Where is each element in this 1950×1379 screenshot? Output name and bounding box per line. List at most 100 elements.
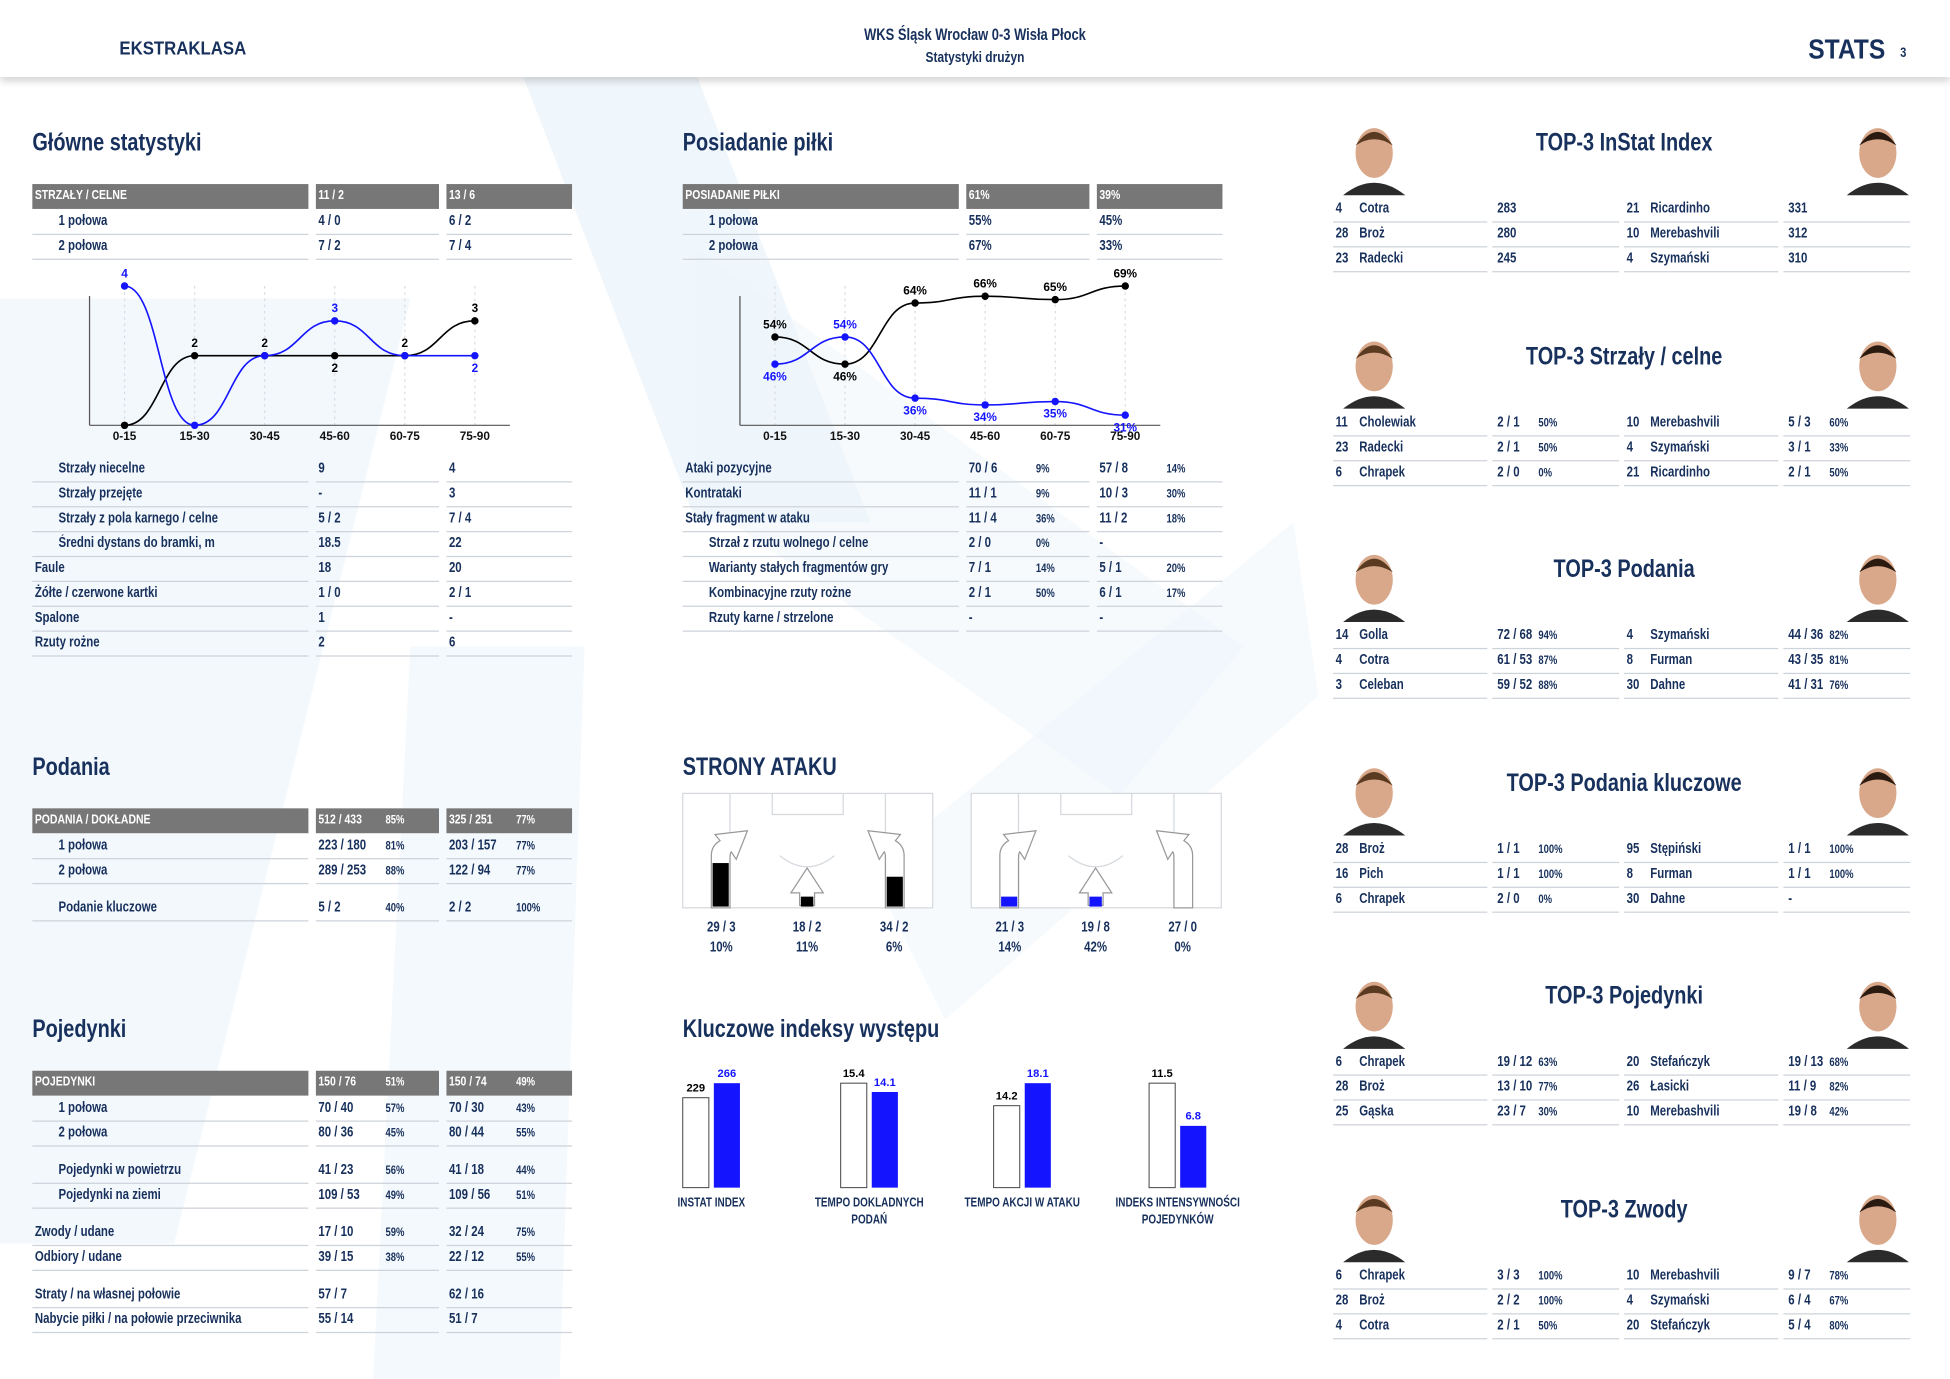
row-cell bbox=[315, 557, 439, 583]
row-cell bbox=[1624, 1314, 1779, 1340]
player-number: 28 bbox=[1335, 841, 1349, 857]
row-cell bbox=[1624, 198, 1779, 223]
cell-text: 11 / 4 bbox=[968, 511, 997, 527]
row-cell bbox=[1333, 649, 1488, 675]
header-cell bbox=[966, 184, 1090, 209]
section-title: Kluczowe indeksy występu bbox=[682, 1016, 940, 1044]
value-label: 66% bbox=[973, 277, 997, 291]
player-shoulders bbox=[1846, 609, 1909, 623]
cell-pct: 59% bbox=[385, 1226, 405, 1240]
row-cell bbox=[446, 507, 573, 533]
player-pct: 0% bbox=[1538, 465, 1552, 480]
index-value: 18.1 bbox=[1027, 1068, 1049, 1080]
value-label: 3 bbox=[331, 301, 338, 315]
player-name: Stępiński bbox=[1650, 841, 1702, 857]
player-number: 21 bbox=[1626, 464, 1640, 480]
row-cell bbox=[315, 1283, 439, 1309]
row-cell bbox=[446, 582, 573, 607]
value-label: 64% bbox=[903, 283, 927, 297]
header-text: 150 / 76 bbox=[318, 1074, 357, 1090]
player-name: Pich bbox=[1359, 866, 1384, 882]
series-point bbox=[1121, 411, 1129, 419]
cell-text: 11 / 1 bbox=[968, 486, 997, 502]
row-cell bbox=[446, 458, 573, 483]
attack-pct: 0% bbox=[1174, 940, 1191, 956]
index-bar bbox=[993, 1105, 1021, 1189]
cell-text: 1 połowa bbox=[58, 1100, 108, 1116]
row-cell bbox=[1783, 1290, 1911, 1315]
brand-name: STATS bbox=[1808, 33, 1886, 65]
cell-pct: 55% bbox=[516, 1251, 536, 1265]
series-line bbox=[124, 320, 475, 427]
player-name: Broż bbox=[1359, 1293, 1385, 1309]
player-number: 95 bbox=[1626, 841, 1640, 857]
cell-pct: 88% bbox=[385, 864, 405, 878]
row-cell bbox=[1492, 461, 1620, 486]
x-tick-label: 75-90 bbox=[460, 429, 491, 443]
row-cell bbox=[32, 632, 309, 657]
header-text: 39% bbox=[1099, 187, 1121, 203]
row-cell bbox=[682, 483, 959, 508]
section-title: TOP-3 Podania bbox=[1553, 556, 1695, 584]
header-pct: 49% bbox=[516, 1075, 536, 1090]
row-cell bbox=[1624, 461, 1779, 486]
player-number: 10 bbox=[1626, 414, 1640, 430]
player-pct: 63% bbox=[1538, 1056, 1558, 1070]
cell-pct: 38% bbox=[385, 1251, 405, 1265]
row-cell bbox=[966, 557, 1090, 583]
player-shoulders bbox=[1343, 1249, 1406, 1263]
value-label: 2 bbox=[331, 361, 338, 375]
cell-text: 109 / 56 bbox=[448, 1187, 491, 1203]
row-cell bbox=[1783, 649, 1911, 675]
cell-pct: 51% bbox=[516, 1188, 536, 1203]
row-cell bbox=[1624, 247, 1779, 273]
row-cell bbox=[1492, 247, 1620, 273]
cell-pct: 18% bbox=[1166, 512, 1186, 527]
player-shoulders bbox=[1343, 182, 1406, 196]
row-cell bbox=[966, 210, 1090, 236]
player-name: Cotra bbox=[1359, 201, 1390, 217]
cell-text: 7 / 4 bbox=[448, 238, 472, 254]
player-name: Cotra bbox=[1359, 653, 1390, 669]
cell-pct: 20% bbox=[1166, 562, 1186, 576]
index-bar bbox=[1024, 1083, 1051, 1188]
player-value: 5 / 4 bbox=[1788, 1318, 1811, 1334]
cell-text: 51 / 7 bbox=[448, 1311, 478, 1327]
row-cell bbox=[32, 507, 309, 533]
series-point bbox=[841, 333, 849, 341]
cell-pct: 81% bbox=[385, 839, 405, 854]
cell-text: Kombinacyjne rzuty rożne bbox=[708, 585, 852, 601]
header-cell bbox=[32, 184, 309, 209]
player-name: Radecki bbox=[1359, 251, 1404, 267]
header-cell bbox=[32, 808, 309, 834]
attack-bar bbox=[1001, 896, 1018, 907]
cell-text: 20 bbox=[448, 560, 462, 576]
match-title: WKS Śląsk Wrocław 0-3 Wisła Płock bbox=[864, 24, 1086, 44]
player-pct: 77% bbox=[1538, 1081, 1558, 1095]
index-label: TEMPO DOKLADNYCH bbox=[814, 1196, 924, 1211]
player-value: 1 / 1 bbox=[1788, 866, 1811, 882]
cell-text: Rzuty rożne bbox=[34, 635, 100, 651]
player-pct: 68% bbox=[1829, 1056, 1849, 1070]
x-tick-label: 30-45 bbox=[250, 429, 281, 443]
cell-text: 2 / 1 bbox=[448, 585, 472, 601]
header-text: POJEDYNKI bbox=[34, 1074, 96, 1090]
header-text: POSIADANIE PIŁKI bbox=[685, 187, 780, 203]
row-cell bbox=[1333, 1101, 1488, 1126]
header-text: 13 / 6 bbox=[448, 187, 476, 203]
player-value: 23 / 7 bbox=[1497, 1104, 1526, 1120]
cell-pct: 44% bbox=[516, 1164, 536, 1178]
cell-text: 223 / 180 bbox=[318, 838, 367, 854]
cell-text: 5 / 2 bbox=[318, 511, 341, 527]
row-cell bbox=[1492, 436, 1620, 461]
value-label: 69% bbox=[1113, 266, 1137, 280]
x-tick-label: 0-15 bbox=[113, 429, 137, 443]
cell-text: 9 bbox=[318, 461, 325, 477]
attack-pct: 42% bbox=[1084, 940, 1108, 956]
player-hair bbox=[1355, 345, 1393, 359]
row-cell bbox=[1783, 674, 1911, 700]
cell-pct: 40% bbox=[385, 901, 405, 916]
series-point bbox=[471, 351, 479, 360]
player-number: 8 bbox=[1626, 653, 1634, 669]
row-cell bbox=[1333, 461, 1488, 486]
